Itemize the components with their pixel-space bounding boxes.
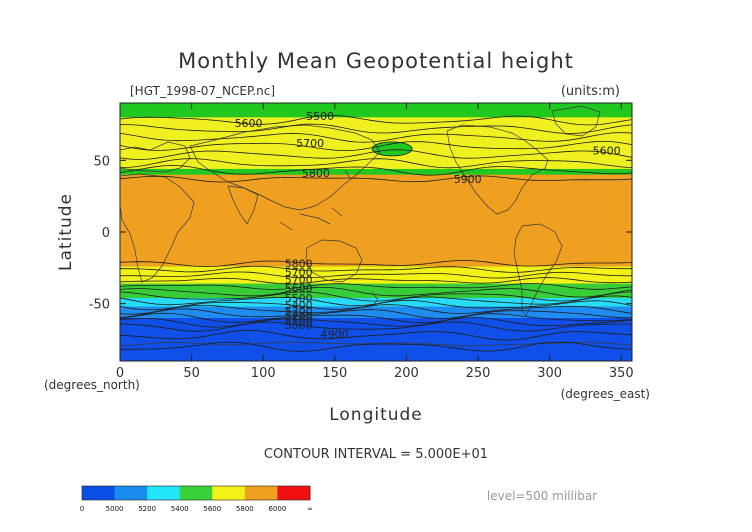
- colorbar-segment-0: [82, 486, 116, 500]
- contour-label-15: 5000: [285, 319, 313, 332]
- colorbar-segment-4: [212, 486, 246, 500]
- contour-line-20: [120, 317, 632, 328]
- colorbar-tick-label-6: 6000: [269, 505, 287, 513]
- contour-label-12: 5300: [285, 305, 313, 318]
- contour-line-13: [120, 287, 632, 298]
- contour-line-22: [120, 329, 632, 341]
- contour-line-19: [120, 312, 632, 324]
- band-0: [120, 117, 632, 169]
- band-5: [120, 266, 632, 284]
- greenland-outline: [551, 105, 601, 137]
- band-2: [120, 306, 632, 318]
- x-tick-label-200: 200: [394, 366, 419, 381]
- australia-outline: [305, 239, 363, 283]
- contour-label-11: 5400: [285, 299, 313, 312]
- x-axis-title: Longitude: [329, 405, 423, 425]
- contour-label-1: 5500: [306, 110, 334, 123]
- contour-label-9: 5600: [285, 282, 313, 295]
- y-unit-label: (degrees_north): [44, 378, 140, 392]
- y-tick-label-50: 50: [93, 154, 110, 169]
- x-tick-label-150: 150: [322, 366, 347, 381]
- colorbar-tick-label-2: 5200: [138, 505, 156, 513]
- contour-label-8: 5700: [285, 273, 313, 286]
- units-label: (units:m): [561, 84, 620, 99]
- y-tick-label-0: 0: [102, 226, 110, 241]
- contour-label-0: 5600: [235, 117, 263, 130]
- plot-area: 5600550057005800560059005800570057005600…: [120, 103, 632, 361]
- contour-line-2: [120, 132, 632, 143]
- colorbar-tick-label-0: 0: [80, 505, 84, 513]
- contour-lines: [120, 115, 632, 352]
- contour-line-11: [120, 277, 632, 285]
- colorbar-frame: [81, 485, 311, 501]
- colorbar-tick-label-7: ∞: [307, 505, 313, 513]
- north-america-outline: [446, 124, 549, 215]
- colorbar-segment-2: [147, 486, 181, 500]
- y-tick-label--50: -50: [89, 298, 110, 313]
- x-tick-label-0: 0: [116, 366, 124, 381]
- colorbar-segment-3: [179, 486, 213, 500]
- band-4: [120, 283, 632, 298]
- contour-label-4: 5600: [593, 144, 621, 157]
- contour-line-12: [120, 283, 632, 290]
- contour-line-21: [120, 321, 632, 332]
- y-axis-title: Latitude: [56, 193, 76, 271]
- contour-line-7: [120, 175, 632, 183]
- europe-outline: [120, 141, 191, 173]
- contour-line-1: [120, 123, 632, 134]
- contour-line-9: [120, 265, 632, 273]
- contour-label-5: 5900: [454, 173, 482, 186]
- south-america-outline: [513, 223, 563, 317]
- level-text: level=500 millibar: [487, 489, 597, 503]
- antarctica-outline: [120, 341, 632, 347]
- contour-line-10: [120, 271, 632, 279]
- file-label: [HGT_1998-07_NCEP.nc]: [130, 84, 275, 98]
- contour-line-5: [120, 158, 632, 169]
- contour-line-0: [120, 115, 632, 126]
- contour-line-23: [120, 341, 632, 352]
- africa-outline: [120, 173, 195, 283]
- contour-line-18: [120, 308, 632, 319]
- band-6: [120, 174, 632, 267]
- colorbar-tick-label-4: 5600: [203, 505, 221, 513]
- contour-label-6: 5800: [285, 258, 313, 271]
- contour-label-13: 5200: [285, 311, 313, 324]
- contour-label-7: 5700: [285, 266, 313, 279]
- x-tick-label-250: 250: [466, 366, 491, 381]
- islands-outline: [279, 169, 379, 305]
- chart-title: Monthly Mean Geopotential height: [178, 49, 574, 73]
- contour-line-4: [120, 149, 632, 160]
- contour-label-10: 5500: [285, 292, 313, 305]
- contour-line-6: [120, 165, 632, 176]
- contour-interval-text: CONTOUR INTERVAL = 5.000E+01: [264, 447, 488, 462]
- colorbar-segment-6: [277, 486, 311, 500]
- colorbar-tick-label-1: 5000: [106, 505, 124, 513]
- x-unit-label: (degrees_east): [561, 387, 650, 401]
- x-tick-label-50: 50: [183, 366, 200, 381]
- colorbar-segment-5: [244, 486, 278, 500]
- colorbar: 0 5000 5200 5400 5600 5800 6000 ∞: [80, 485, 313, 513]
- contour-line-14: [120, 291, 632, 302]
- x-tick-label-350: 350: [609, 366, 634, 381]
- contour-label-3: 5800: [302, 167, 330, 180]
- x-tick-label-300: 300: [537, 366, 562, 381]
- contour-line-8: [120, 259, 632, 268]
- contour-label-2: 5700: [296, 137, 324, 150]
- colorbar-tick-label-5: 5800: [236, 505, 254, 513]
- contour-line-17: [120, 304, 632, 315]
- india-outline: [227, 185, 259, 225]
- band-1: [120, 318, 632, 361]
- contour-line-3: [120, 141, 632, 151]
- x-tick-label-100: 100: [251, 366, 276, 381]
- colorbar-segment-1: [114, 486, 148, 500]
- contour-label-14: 5100: [285, 315, 313, 328]
- contour-label-16: 4900: [321, 328, 349, 341]
- colorbar-tick-label-3: 5400: [171, 505, 189, 513]
- contour-line-16: [120, 299, 632, 311]
